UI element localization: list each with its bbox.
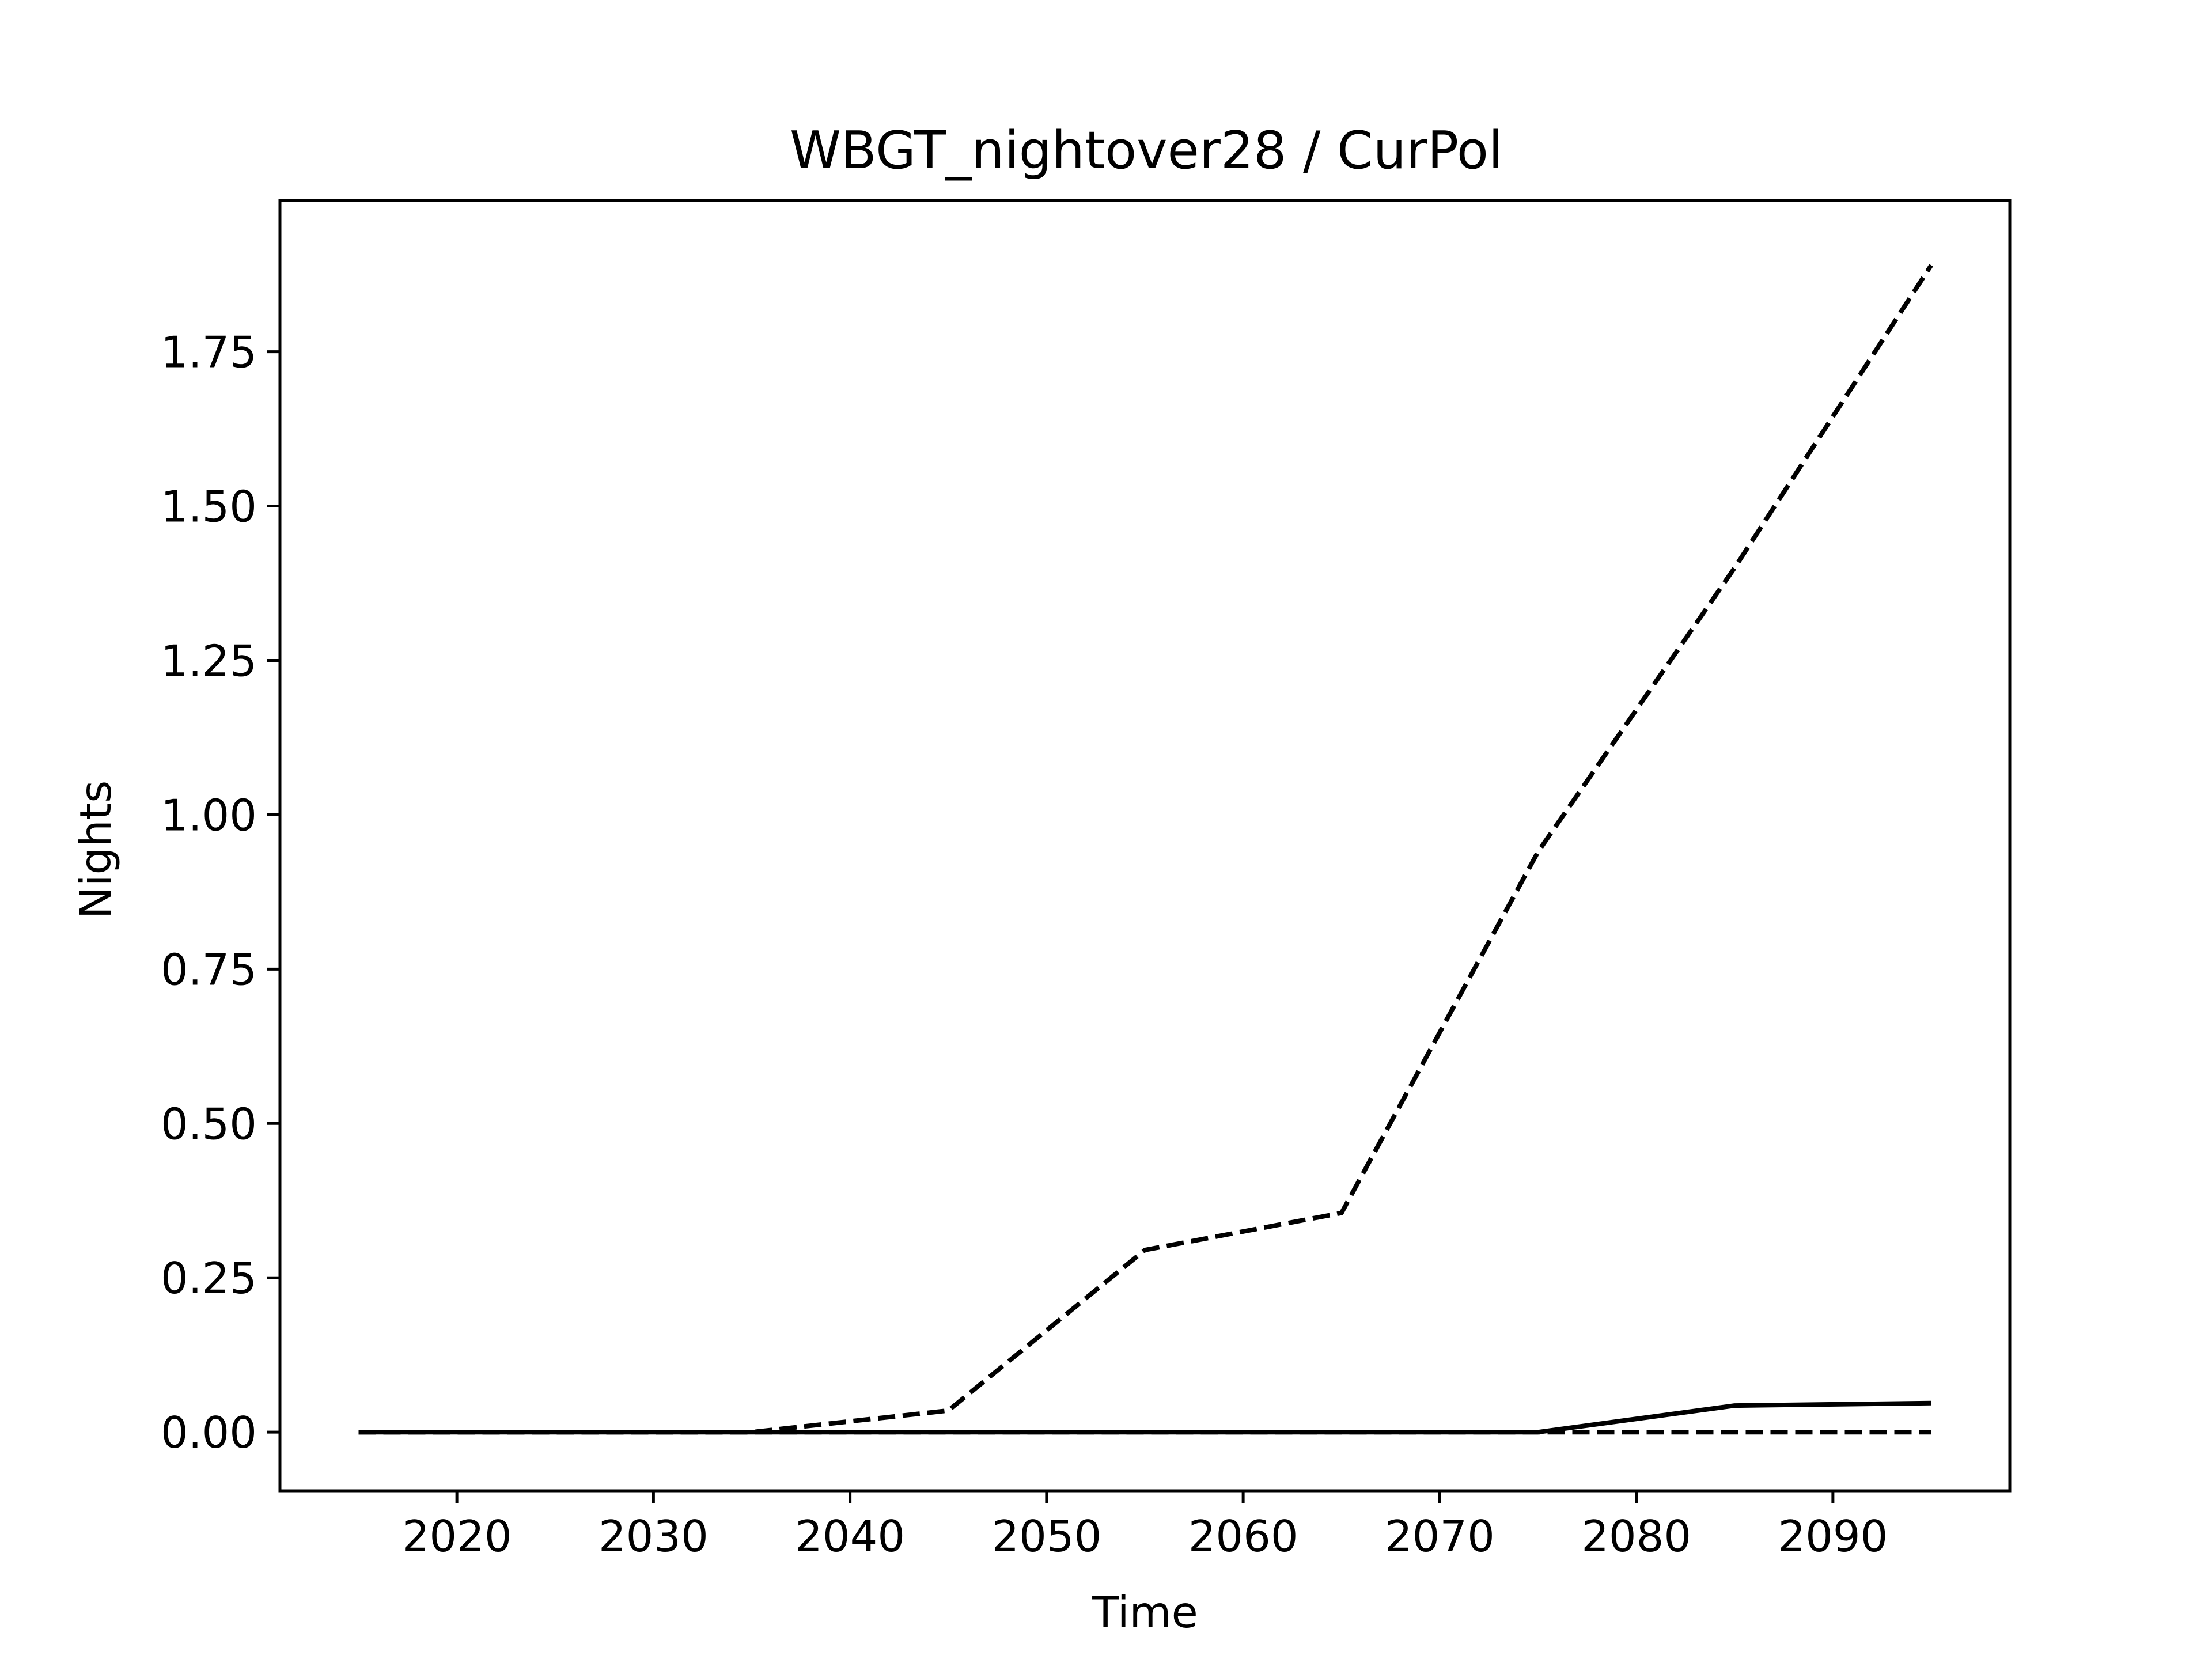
x-tick-label: 2070 — [1385, 1511, 1495, 1562]
chart-title: WBGT_nightover28 / CurPol — [790, 120, 1503, 181]
y-tick-label: 1.50 — [161, 482, 257, 532]
x-tick-label: 2090 — [1778, 1511, 1888, 1562]
x-tick-label: 2020 — [402, 1511, 512, 1562]
y-tick-label: 1.25 — [161, 635, 257, 686]
y-tick-label: 0.25 — [161, 1253, 257, 1304]
y-tick-label: 0.00 — [161, 1407, 257, 1458]
series-line-1 — [358, 264, 1933, 1435]
x-tick-label: 2080 — [1581, 1511, 1691, 1562]
y-tick-label: 0.75 — [161, 944, 257, 995]
plot-frame — [278, 199, 2012, 1493]
x-tick-label: 2060 — [1188, 1511, 1298, 1562]
x-tick-label: 2030 — [599, 1511, 709, 1562]
series-layer — [358, 264, 1933, 1435]
y-axis-ticks: 0.00 0.25 0.50 0.75 1.00 1.25 1.50 1.75 — [161, 327, 280, 1458]
y-tick-label: 1.00 — [161, 790, 257, 840]
x-tick-label: 2040 — [795, 1511, 905, 1562]
y-axis-label: Nights — [70, 781, 121, 919]
series-line-3 — [358, 1400, 1931, 1435]
x-axis-ticks: 2020 2030 2040 2050 2060 2070 2080 2090 — [402, 1491, 1888, 1562]
x-axis-label: Time — [1092, 1587, 1198, 1638]
y-tick-label: 1.75 — [161, 327, 257, 378]
y-tick-label: 0.50 — [161, 1099, 257, 1149]
x-tick-label: 2050 — [991, 1511, 1101, 1562]
